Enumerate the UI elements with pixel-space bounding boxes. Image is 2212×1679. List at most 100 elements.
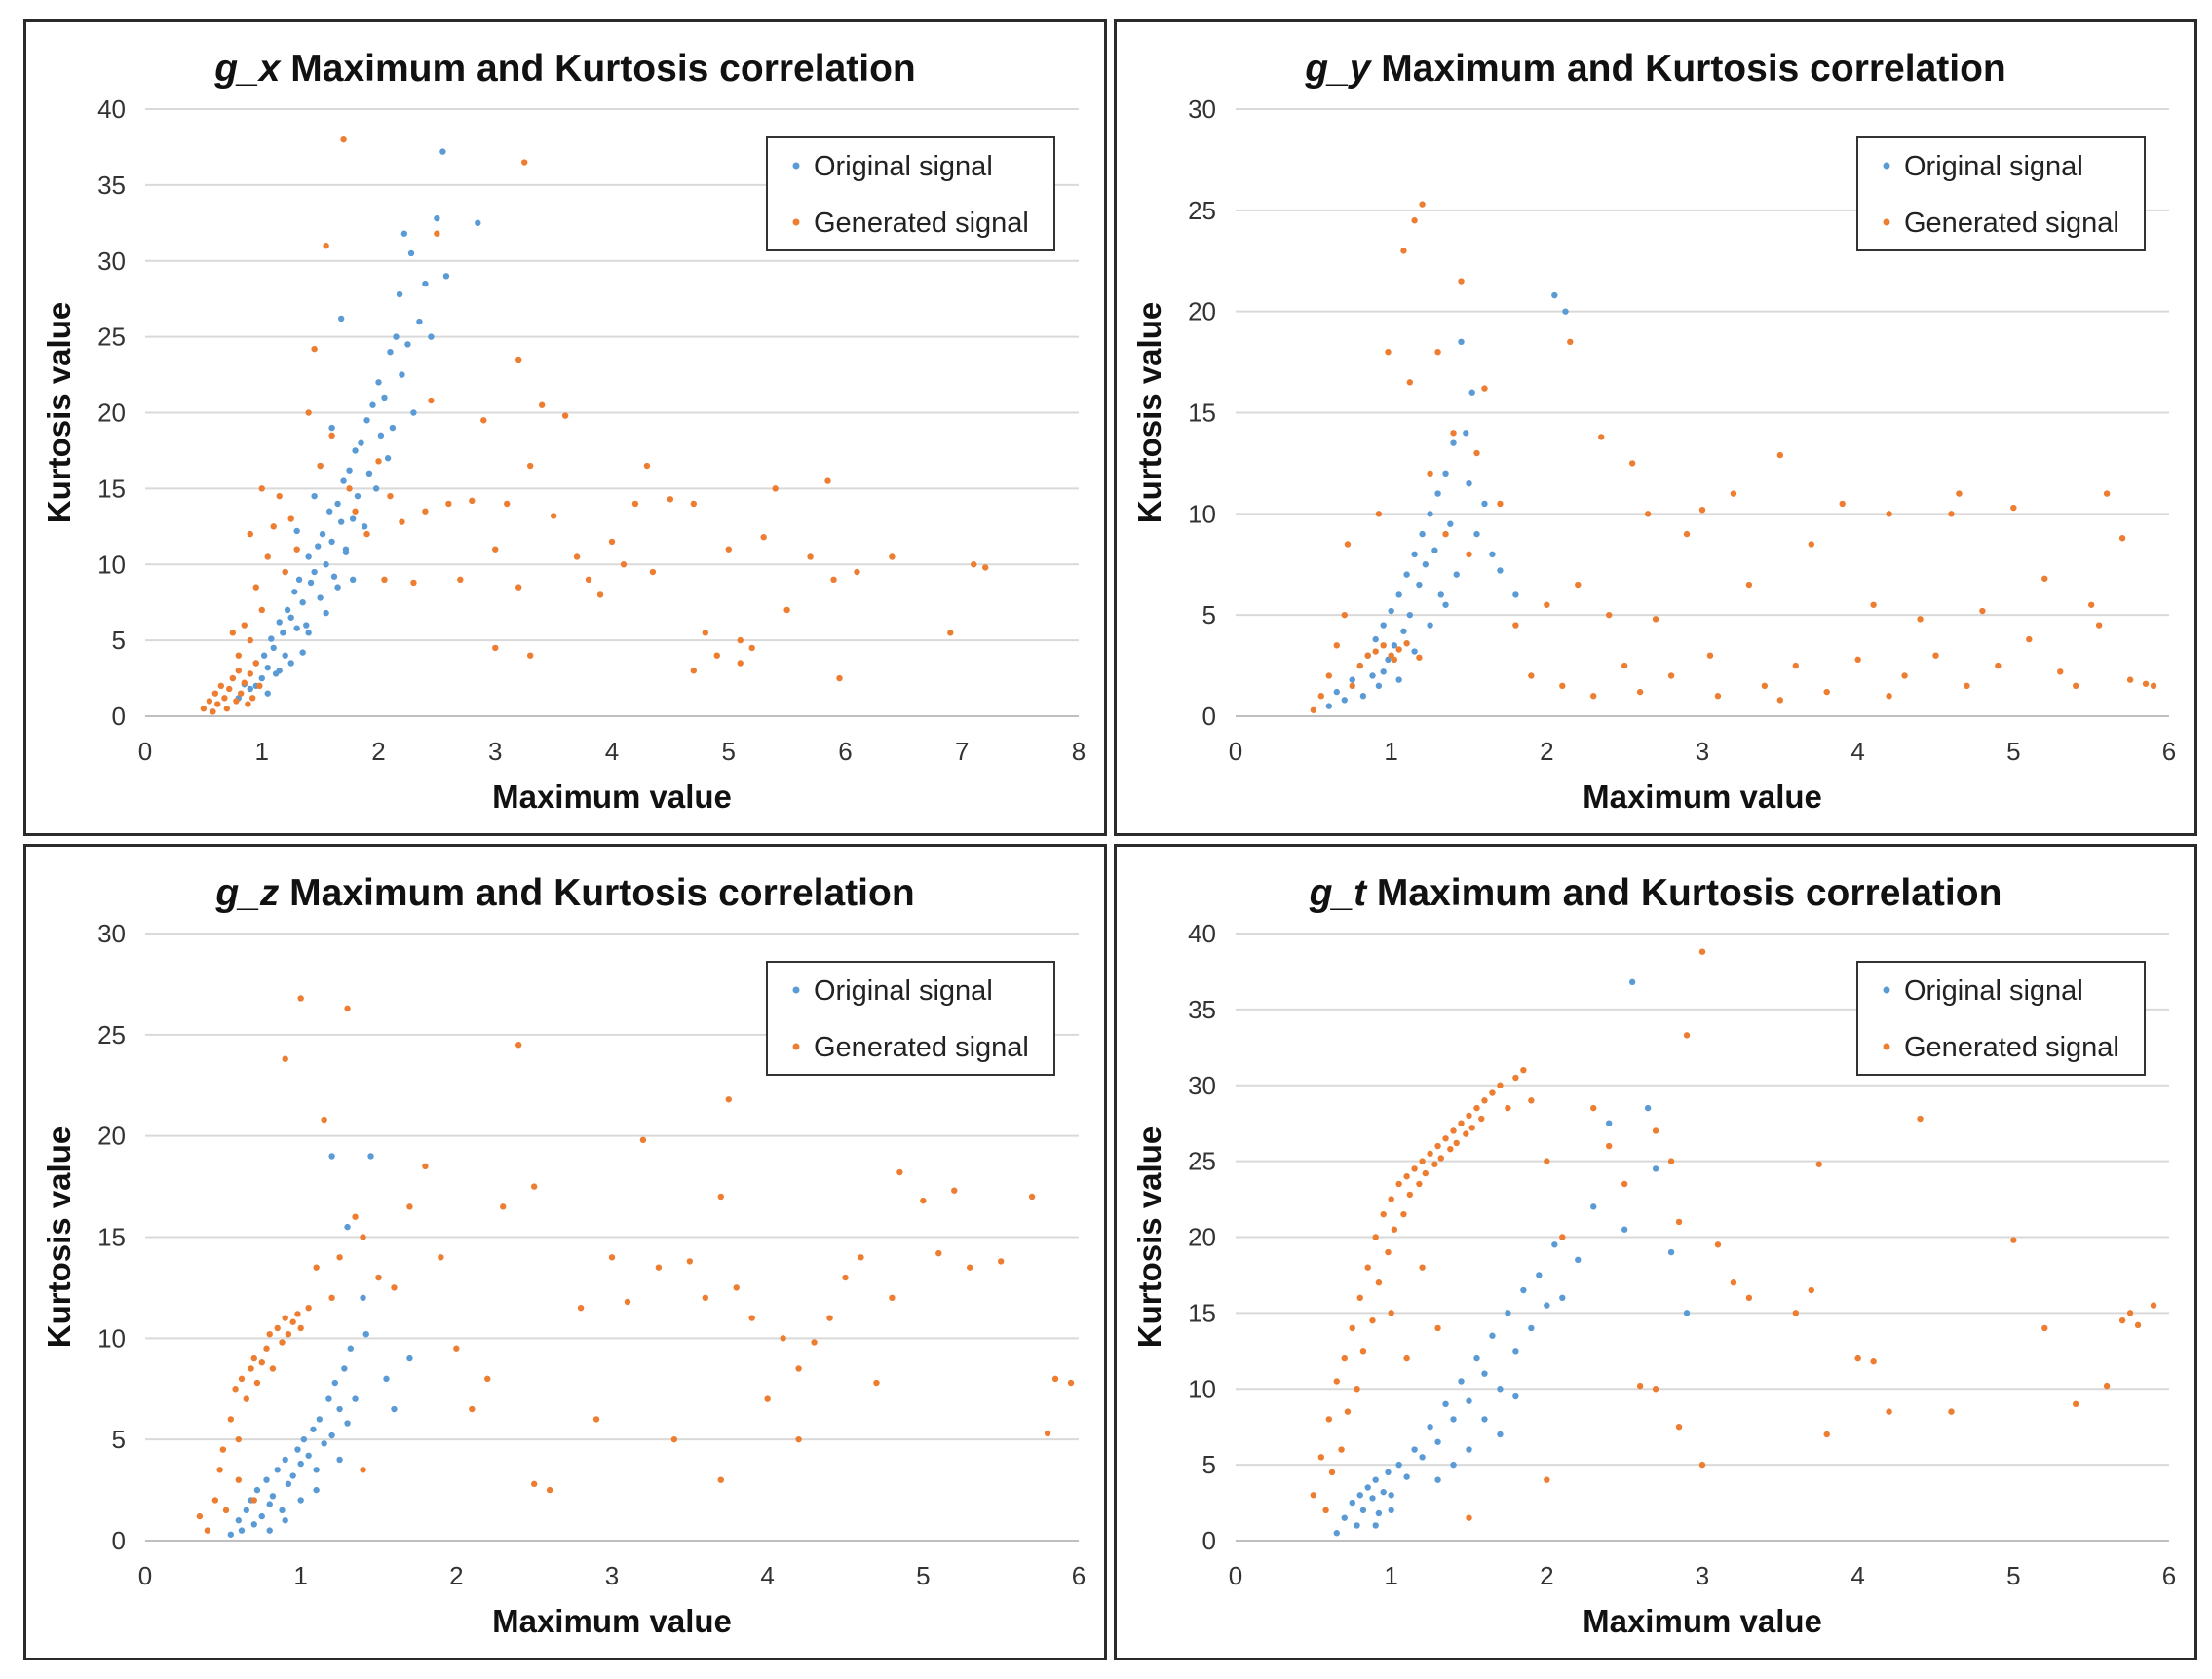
- data-point: [1385, 1469, 1392, 1476]
- data-point: [1870, 1358, 1877, 1365]
- data-point: [1792, 1310, 1799, 1316]
- data-point: [1621, 1180, 1628, 1188]
- data-point: [1356, 662, 1363, 669]
- y-tick-label: 0: [1202, 1526, 1216, 1555]
- data-point: [248, 695, 256, 702]
- y-tick-label: 25: [1188, 196, 1216, 225]
- data-point: [631, 500, 639, 508]
- data-point: [1995, 662, 2002, 669]
- x-tick-label: 6: [838, 737, 852, 766]
- data-point: [1590, 693, 1597, 700]
- data-point: [475, 219, 481, 227]
- data-point: [289, 1472, 296, 1479]
- data-point: [702, 630, 708, 636]
- legend-label: Generated signal: [1904, 208, 2119, 239]
- data-point: [428, 333, 435, 340]
- legend-marker: [792, 1043, 800, 1050]
- data-point: [1427, 511, 1433, 517]
- data-point: [1901, 672, 1908, 679]
- data-point: [1466, 1112, 1472, 1120]
- data-point: [1395, 1461, 1402, 1469]
- data-point: [317, 594, 324, 601]
- data-point: [1730, 490, 1737, 497]
- data-point: [1341, 697, 1348, 704]
- y-tick-label: 10: [97, 550, 126, 579]
- data-point: [1714, 693, 1722, 700]
- data-point: [1328, 1469, 1336, 1476]
- chart-title-variable: g_z: [214, 872, 280, 914]
- x-tick-label: 0: [138, 1561, 152, 1590]
- data-point: [285, 1330, 292, 1338]
- data-point: [346, 467, 353, 474]
- data-point: [667, 496, 674, 503]
- data-point: [438, 1254, 444, 1261]
- x-tick-label: 6: [2162, 1561, 2176, 1590]
- data-point: [1481, 385, 1488, 392]
- data-point: [229, 630, 237, 636]
- data-point: [643, 462, 651, 470]
- data-point: [453, 1345, 460, 1352]
- legend-box: [1856, 136, 2146, 251]
- data-point: [2010, 504, 2017, 512]
- data-point: [1322, 1507, 1329, 1514]
- data-point: [206, 698, 213, 705]
- data-point: [1356, 1294, 1363, 1301]
- data-point: [1453, 571, 1460, 578]
- chart-title-variable: g_t: [1309, 872, 1369, 914]
- data-point: [233, 698, 240, 705]
- data-point: [307, 579, 315, 587]
- data-point: [422, 280, 429, 287]
- data-point: [1466, 1397, 1472, 1404]
- data-point: [1698, 506, 1706, 514]
- data-point: [243, 1507, 249, 1514]
- data-point: [270, 523, 277, 530]
- data-point: [1434, 1476, 1441, 1483]
- data-point: [316, 1416, 324, 1423]
- data-point: [1473, 530, 1480, 538]
- data-point: [250, 1497, 257, 1504]
- data-point: [2150, 1302, 2157, 1309]
- data-point: [258, 674, 265, 682]
- data-point: [1497, 1431, 1504, 1438]
- data-point: [245, 701, 251, 707]
- data-point: [383, 1375, 390, 1383]
- data-point: [2150, 682, 2157, 690]
- data-point: [1395, 591, 1402, 598]
- data-point: [232, 1386, 239, 1393]
- data-point: [354, 492, 362, 500]
- y-tick-label: 0: [112, 702, 126, 731]
- y-tick-label: 5: [112, 626, 126, 655]
- data-point: [1434, 1142, 1441, 1150]
- data-point: [235, 668, 242, 674]
- data-point: [1333, 642, 1340, 649]
- data-point: [1512, 1348, 1519, 1355]
- data-point: [1792, 662, 1799, 669]
- data-point: [297, 1460, 304, 1468]
- data-point: [349, 576, 357, 584]
- legend-marker: [1883, 986, 1890, 994]
- x-tick-label: 1: [255, 737, 269, 766]
- legend-marker: [792, 986, 800, 994]
- data-point: [235, 1476, 242, 1483]
- legend-label: Original signal: [814, 975, 993, 1007]
- data-point: [520, 159, 528, 166]
- data-point: [352, 447, 359, 454]
- chart-title-text: Maximum and Kurtosis correlation: [279, 872, 914, 914]
- data-point: [457, 576, 464, 584]
- data-point: [546, 1486, 553, 1494]
- data-point: [363, 417, 370, 424]
- data-point: [365, 470, 373, 477]
- data-point: [407, 249, 415, 257]
- data-point: [1442, 601, 1449, 608]
- data-point: [297, 1497, 304, 1504]
- data-point: [1505, 1104, 1511, 1112]
- data-point: [1652, 1165, 1659, 1172]
- data-point: [1403, 571, 1410, 578]
- x-tick-label: 0: [1229, 737, 1242, 766]
- data-point: [1948, 511, 1955, 517]
- data-point: [1886, 1408, 1892, 1415]
- data-point: [280, 630, 286, 636]
- data-point: [256, 682, 263, 690]
- data-point: [1354, 1386, 1360, 1393]
- data-point: [1870, 601, 1877, 608]
